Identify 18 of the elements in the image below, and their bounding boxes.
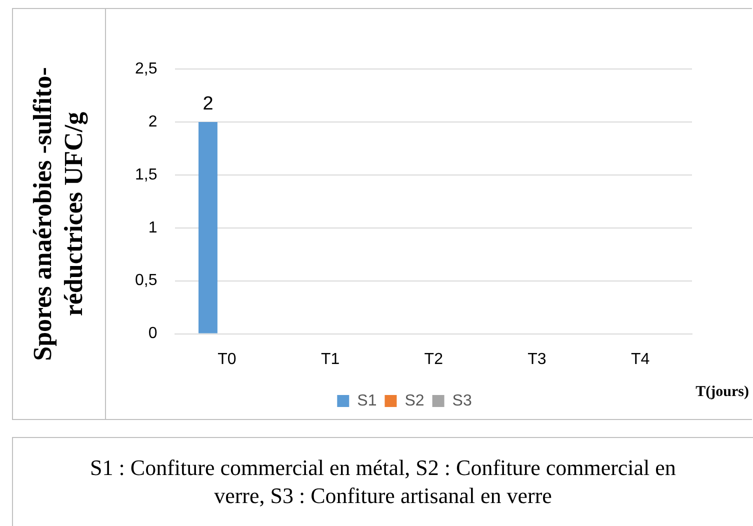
data-label: 2 <box>202 94 214 115</box>
x-axis-title: T(jours) <box>696 384 749 401</box>
text: S1 : Confiture commercial en métal, S2 : Confiture commercial en verre, S3 : Confiture artisanal en verre <box>12 437 753 526</box>
x-tick-label: T2 <box>424 350 444 368</box>
legend-label: S3 <box>452 392 472 410</box>
y-tick-label: 1,5 <box>134 166 158 184</box>
y-tick-label: 0 <box>148 325 158 342</box>
x-tick-label: T0 <box>218 350 236 368</box>
y-tick-label: 2 <box>148 113 158 130</box>
y-axis-title: Spores anaérobies -sulfito-réductrices UFC/g <box>27 66 89 363</box>
legend-label: S2 <box>404 392 424 410</box>
x-tick-label: T3 <box>528 350 546 368</box>
x-tick-label: T4 <box>630 350 650 368</box>
x-tick-label: T1 <box>320 350 340 368</box>
legend-label: S1 <box>357 392 377 410</box>
y-tick-label: 0,5 <box>134 272 158 290</box>
y-tick-label: 2,5 <box>134 60 158 78</box>
y-tick-label: 1 <box>148 219 158 236</box>
